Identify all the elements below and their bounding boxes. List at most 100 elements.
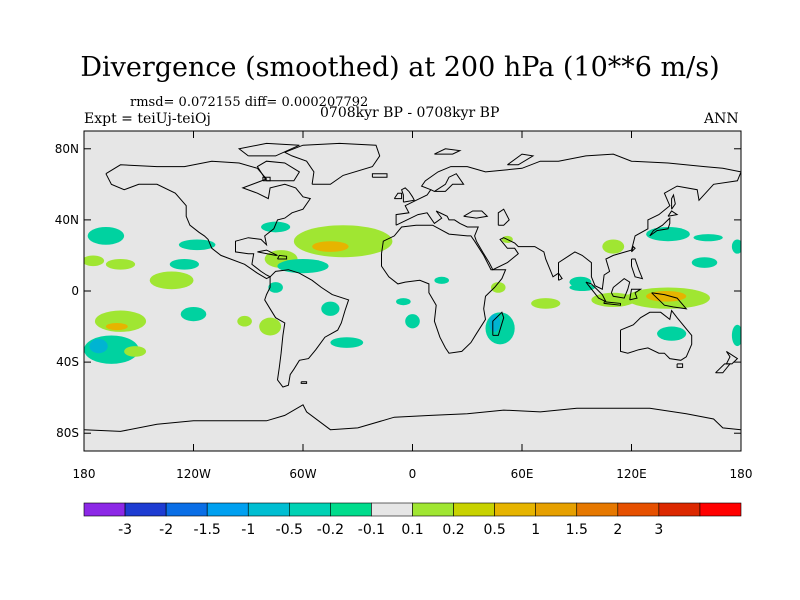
- colorbar-swatch: [124, 502, 167, 517]
- anomaly-region: [489, 314, 501, 332]
- axis-ticks: 80N 40N 0 40S 80S 180 120W 60W 0 60E 120E 180: [55, 131, 753, 481]
- colorbar-swatch: [453, 502, 495, 517]
- anomaly-region: [180, 307, 207, 322]
- colorbar-label: -0.2: [317, 522, 344, 538]
- colorbar-swatch: [247, 502, 290, 517]
- colorbar-swatch: [658, 502, 701, 517]
- coastline-japan: [649, 216, 671, 237]
- rmsd-diff-stats: rmsd= 0.072155 diff= 0.000207792: [130, 95, 369, 110]
- coastline-new-guinea: [651, 292, 688, 310]
- lon-tick-label: 60E: [511, 467, 534, 481]
- anomaly-region: [237, 315, 252, 327]
- colorbar-label: 0.2: [442, 522, 464, 538]
- colorbar-swatch: [412, 502, 454, 517]
- anomaly-region: [293, 225, 393, 258]
- coastline-borneo: [610, 277, 631, 299]
- anomaly-region: [149, 271, 194, 290]
- anomaly-region: [259, 317, 282, 336]
- coastline-falklands: [300, 381, 308, 384]
- anomaly-region: [277, 259, 329, 274]
- colorbar: -3 -2 -1.5 -1 -0.5 -0.2 -0.1 0.1 0.2 0.5 1 1.5 2 3: [83, 502, 742, 538]
- anomaly-region: [169, 259, 199, 270]
- coastline-iceland: [371, 173, 388, 178]
- anomaly-region: [321, 301, 340, 316]
- anomaly-region: [731, 239, 741, 254]
- coastline-africa: [381, 224, 507, 354]
- anomaly-region: [124, 346, 147, 357]
- anomaly-region: [731, 324, 741, 347]
- anomaly-region: [569, 283, 595, 292]
- coastline-baffin: [256, 160, 301, 182]
- coastline-madagascar: [492, 311, 505, 336]
- colorbar-swatch: [289, 502, 331, 517]
- anomaly-region: [591, 292, 636, 307]
- lon-tick-label: 60W: [289, 467, 316, 481]
- colorbar-label: -0.1: [358, 522, 385, 538]
- colorbar-label: 3: [654, 522, 663, 538]
- coastline-ellesmere: [237, 142, 300, 157]
- lat-tick-label: 80N: [55, 142, 79, 156]
- lon-tick-label: 180: [730, 467, 753, 481]
- coastline-layer: [84, 142, 741, 432]
- lon-tick-label: 120E: [616, 467, 647, 481]
- colorbar-swatch: [83, 502, 126, 517]
- anomaly-region: [396, 298, 411, 306]
- coastline-eurasia: [395, 153, 741, 290]
- coastline-uk: [400, 187, 416, 203]
- anomaly-region: [268, 282, 283, 293]
- coastline-new-zealand-south: [715, 363, 732, 374]
- anomaly-region: [434, 276, 450, 284]
- colorbar-label: -2: [159, 522, 173, 538]
- coastline-north-america: [105, 160, 312, 280]
- anomaly-region: [490, 282, 506, 293]
- coastline-scandinavian-gap: [430, 173, 465, 192]
- season-label: ANN: [704, 111, 739, 127]
- anomaly-region: [330, 337, 364, 348]
- colorbar-swatch: [617, 502, 660, 517]
- lat-tick-label: 40S: [56, 355, 79, 369]
- coastline-sakhalin: [671, 193, 676, 210]
- lat-tick-label: 0: [71, 284, 79, 298]
- colorbar-label: -1.5: [194, 522, 221, 538]
- lon-tick-label: 120W: [176, 467, 211, 481]
- colorbar-label: 1.5: [566, 522, 588, 538]
- coastline-greenland: [283, 142, 381, 185]
- anomaly-region: [602, 239, 625, 254]
- coastline-caspian-sea: [497, 208, 510, 226]
- colorbar-label: 0.5: [483, 522, 505, 538]
- colorbar-label: -1: [241, 522, 255, 538]
- colorbar-swatch: [576, 502, 619, 517]
- colorbar-label: 0.1: [401, 522, 423, 538]
- coastline-hudson-bay-island: [262, 176, 271, 182]
- colorbar-swatch: [165, 502, 208, 517]
- coastline-black-sea: [463, 210, 489, 219]
- coastline-java: [603, 301, 621, 306]
- coastline-svalbard: [434, 148, 462, 155]
- anomaly-region: [105, 259, 136, 270]
- colorbar-swatch: [206, 502, 249, 517]
- coastline-sumatra: [585, 281, 608, 303]
- lat-tick-label: 40N: [55, 213, 79, 227]
- lat-tick-label: 80S: [56, 426, 79, 440]
- colorbar-swatch: [494, 502, 536, 517]
- anomaly-region: [531, 298, 561, 309]
- period-label: 0708kyr BP - 0708kyr BP: [320, 105, 500, 121]
- lon-tick-label: 0: [409, 467, 417, 481]
- anomaly-region: [105, 323, 128, 331]
- anomaly-region: [261, 221, 291, 233]
- colorbar-swatch: [330, 502, 372, 517]
- anomaly-region: [405, 314, 420, 329]
- coastline-australia: [620, 309, 693, 361]
- anomaly-region: [657, 326, 687, 341]
- coastline-sri-lanka: [558, 271, 563, 281]
- anomaly-region: [312, 241, 349, 252]
- anomaly-layer: [84, 221, 741, 364]
- coastline-ireland: [393, 192, 403, 200]
- coastline-hispaniola: [277, 254, 288, 260]
- anomaly-region: [178, 239, 216, 251]
- experiment-label: Expt = teiUj-teiOj: [84, 111, 211, 127]
- anomaly-region: [691, 257, 718, 268]
- anomaly-region: [693, 234, 723, 242]
- coastline-tasmania: [676, 363, 684, 368]
